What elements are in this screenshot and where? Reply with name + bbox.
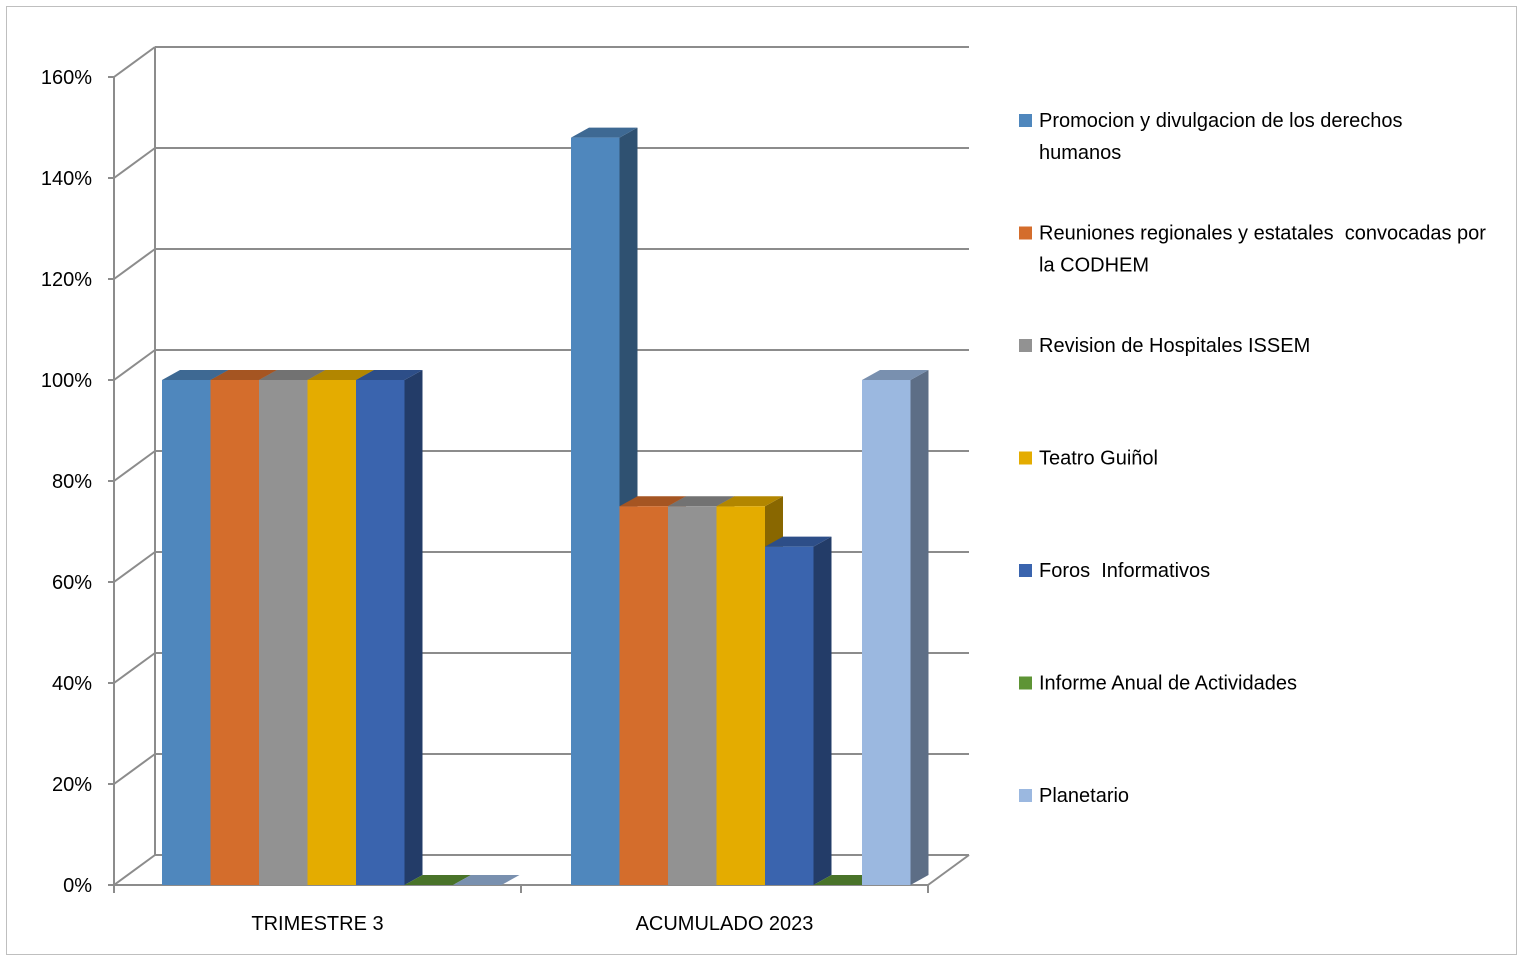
- bar-top: [862, 370, 929, 380]
- side-gridline: [113, 349, 156, 381]
- y-tick-label: 120%: [41, 269, 92, 291]
- y-tick-label: 40%: [52, 673, 92, 695]
- bar: [862, 380, 911, 885]
- legend-swatch: [1019, 564, 1032, 577]
- legend-swatch: [1019, 676, 1032, 690]
- side-gridline: [113, 753, 156, 785]
- bar-top: [404, 875, 471, 885]
- y-tick-label: 140%: [41, 168, 92, 190]
- legend-swatch: [1019, 114, 1032, 127]
- legend-label: Promocion y divulgacion de los derechos: [1039, 110, 1403, 132]
- bar: [356, 380, 405, 885]
- side-gridline: [113, 551, 156, 583]
- bar-top: [668, 496, 735, 507]
- bar-top: [765, 536, 832, 547]
- side-gridline: [113, 46, 156, 78]
- bar: [571, 137, 620, 886]
- legend-swatch: [1019, 339, 1032, 352]
- y-tick-label: 20%: [52, 774, 92, 796]
- bar: [668, 506, 717, 885]
- bar-top: [356, 370, 423, 380]
- bar: [619, 506, 668, 885]
- side-gridline: [113, 652, 156, 684]
- bar-top: [210, 370, 277, 380]
- legend-label: Reuniones regionales y estatales convoca…: [1039, 223, 1486, 245]
- y-tick-label: 80%: [52, 471, 92, 493]
- legend-swatch: [1019, 451, 1032, 465]
- bar-side: [910, 370, 929, 885]
- legend-label: Revision de Hospitales ISSEM: [1039, 335, 1310, 357]
- side-gridline: [113, 450, 156, 482]
- bar-top: [307, 370, 374, 380]
- side-gridline: [113, 854, 156, 886]
- y-tick-label: 160%: [41, 67, 92, 89]
- legend-label: la CODHEM: [1039, 255, 1149, 277]
- bar-side: [813, 536, 832, 885]
- side-gridline: [113, 147, 156, 179]
- bar: [716, 506, 765, 885]
- y-tick-label: 0%: [63, 875, 92, 897]
- y-tick-label: 100%: [41, 370, 92, 392]
- legend-label: Foros Informativos: [1039, 560, 1210, 582]
- x-tick-label: ACUMULADO 2023: [636, 913, 814, 935]
- bar-top: [259, 370, 326, 380]
- bar-top: [453, 875, 520, 885]
- bar-top: [571, 127, 638, 138]
- bar-side: [404, 370, 423, 885]
- legend-swatch: [1019, 226, 1032, 240]
- bar: [765, 546, 814, 885]
- bar: [259, 380, 308, 885]
- y-tick-label: 60%: [52, 572, 92, 594]
- legend-label: Teatro Guiñol: [1039, 448, 1158, 470]
- legend-label: Planetario: [1039, 785, 1129, 807]
- bar-top: [162, 370, 229, 380]
- bar: [210, 380, 259, 885]
- floor-right-edge: [927, 854, 970, 886]
- bar: [307, 380, 356, 885]
- side-gridline: [113, 248, 156, 280]
- legend-label: humanos: [1039, 142, 1121, 164]
- bar-top: [619, 496, 686, 507]
- bar: [162, 380, 211, 885]
- legend-swatch: [1019, 789, 1032, 802]
- legend-label: Informe Anual de Actividades: [1039, 673, 1297, 695]
- bar-top: [716, 496, 783, 507]
- x-tick-label: TRIMESTRE 3: [251, 913, 383, 935]
